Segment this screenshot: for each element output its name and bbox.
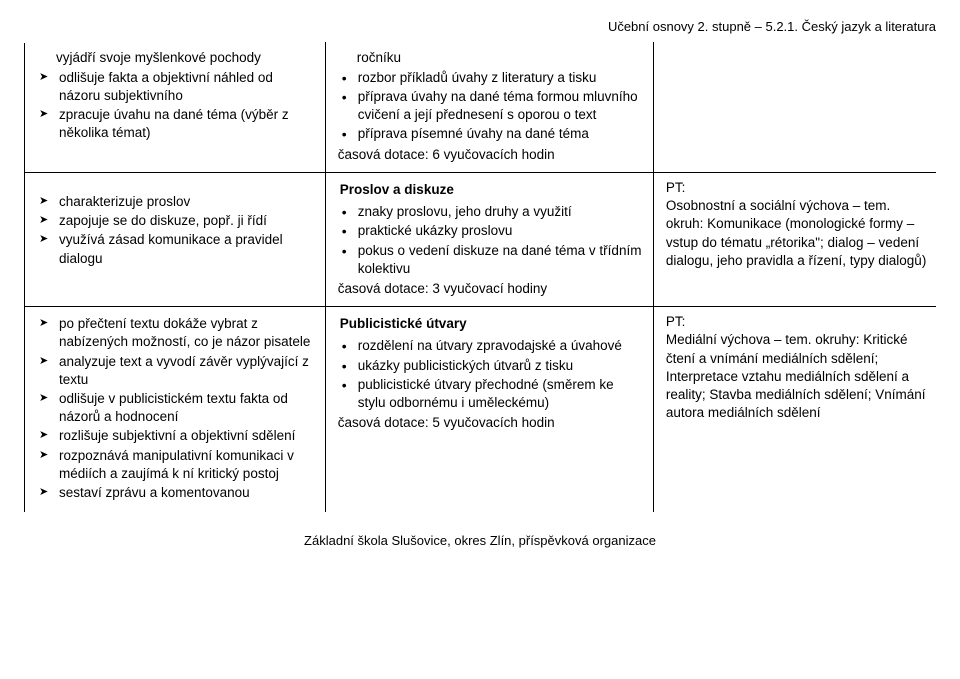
list-item: ukázky publicistických útvarů z tisku bbox=[354, 357, 645, 375]
r2c2-title: Proslov a diskuze bbox=[340, 181, 645, 199]
r2c2-list: znaky proslovu, jeho druhy a využití pra… bbox=[338, 203, 645, 278]
list-item: po přečtení textu dokáže vybrat z nabíze… bbox=[53, 315, 317, 351]
list-item: znaky proslovu, jeho druhy a využití bbox=[354, 203, 645, 221]
cell-r2c1: charakterizuje proslov zapojuje se do di… bbox=[25, 172, 326, 306]
list-item: rozbor příkladů úvahy z literatury a tis… bbox=[354, 69, 645, 87]
pt-text: Osobnostní a sociální výchova – tem. okr… bbox=[666, 197, 928, 270]
r3c2-list: rozdělení na útvary zpravodajské a úvaho… bbox=[338, 337, 645, 412]
cell-r3c1: po přečtení textu dokáže vybrat z nabíze… bbox=[25, 307, 326, 513]
pt-label: PT: bbox=[666, 179, 928, 197]
list-item: příprava úvahy na dané téma formou mluvn… bbox=[354, 88, 645, 124]
list-item: sestaví zprávu a komentovanou bbox=[53, 484, 317, 502]
pt-text: Mediální výchova – tem. okruhy: Kritické… bbox=[666, 331, 928, 422]
list-item: pokus o vedení diskuze na dané téma v tř… bbox=[354, 242, 645, 278]
list-item: zpracuje úvahu na dané téma (výběr z něk… bbox=[53, 106, 317, 142]
cell-r1c2: ročníku rozbor příkladů úvahy z literatu… bbox=[325, 42, 653, 172]
list-item: praktické ukázky proslovu bbox=[354, 222, 645, 240]
page-footer: Základní škola Slušovice, okres Zlín, př… bbox=[24, 532, 936, 550]
r3c2-dotace: časová dotace: 5 vyučovacích hodin bbox=[338, 414, 645, 432]
pt-label: PT: bbox=[666, 313, 928, 331]
cell-r3c3: PT: Mediální výchova – tem. okruhy: Krit… bbox=[653, 307, 936, 513]
r2c2-dotace: časová dotace: 3 vyučovací hodiny bbox=[338, 280, 645, 298]
list-item: odlišuje v publicistickém textu fakta od… bbox=[53, 390, 317, 426]
cell-r2c2: Proslov a diskuze znaky proslovu, jeho d… bbox=[325, 172, 653, 306]
list-item: odlišuje fakta a objektivní náhled od ná… bbox=[53, 69, 317, 105]
list-item: analyzuje text a vyvodí závěr vyplývajíc… bbox=[53, 353, 317, 389]
list-item: publicistické útvary přechodné (směrem k… bbox=[354, 376, 645, 412]
page-header-right: Učební osnovy 2. stupně – 5.2.1. Český j… bbox=[24, 18, 936, 36]
list-item: rozlišuje subjektivní a objektivní sděle… bbox=[53, 427, 317, 445]
list-item: příprava písemné úvahy na dané téma bbox=[354, 125, 645, 143]
r3c1-list: po přečtení textu dokáže vybrat z nabíze… bbox=[37, 315, 317, 502]
r1c2-dotace: časová dotace: 6 vyučovacích hodin bbox=[338, 146, 645, 164]
cell-r2c3: PT: Osobnostní a sociální výchova – tem.… bbox=[653, 172, 936, 306]
cell-r3c2: Publicistické útvary rozdělení na útvary… bbox=[325, 307, 653, 513]
list-item: rozdělení na útvary zpravodajské a úvaho… bbox=[354, 337, 645, 355]
r3c2-title: Publicistické útvary bbox=[340, 315, 645, 333]
r1c1-list: odlišuje fakta a objektivní náhled od ná… bbox=[37, 69, 317, 143]
r1c2-lead: ročníku bbox=[338, 49, 645, 67]
list-item: využívá zásad komunikace a pravidel dial… bbox=[53, 231, 317, 267]
list-item: rozpoznává manipulativní komunikaci v mé… bbox=[53, 447, 317, 483]
r2c1-list: charakterizuje proslov zapojuje se do di… bbox=[37, 193, 317, 268]
cell-r1c1: vyjádří svoje myšlenkové pochody odlišuj… bbox=[25, 42, 326, 172]
list-item: charakterizuje proslov bbox=[53, 193, 317, 211]
list-item: zapojuje se do diskuze, popř. ji řídí bbox=[53, 212, 317, 230]
r1c2-list: rozbor příkladů úvahy z literatury a tis… bbox=[338, 69, 645, 144]
cell-r1c3 bbox=[653, 42, 936, 172]
curriculum-table: vyjádří svoje myšlenkové pochody odlišuj… bbox=[24, 42, 936, 513]
r1c1-lead: vyjádří svoje myšlenkové pochody bbox=[37, 49, 317, 67]
